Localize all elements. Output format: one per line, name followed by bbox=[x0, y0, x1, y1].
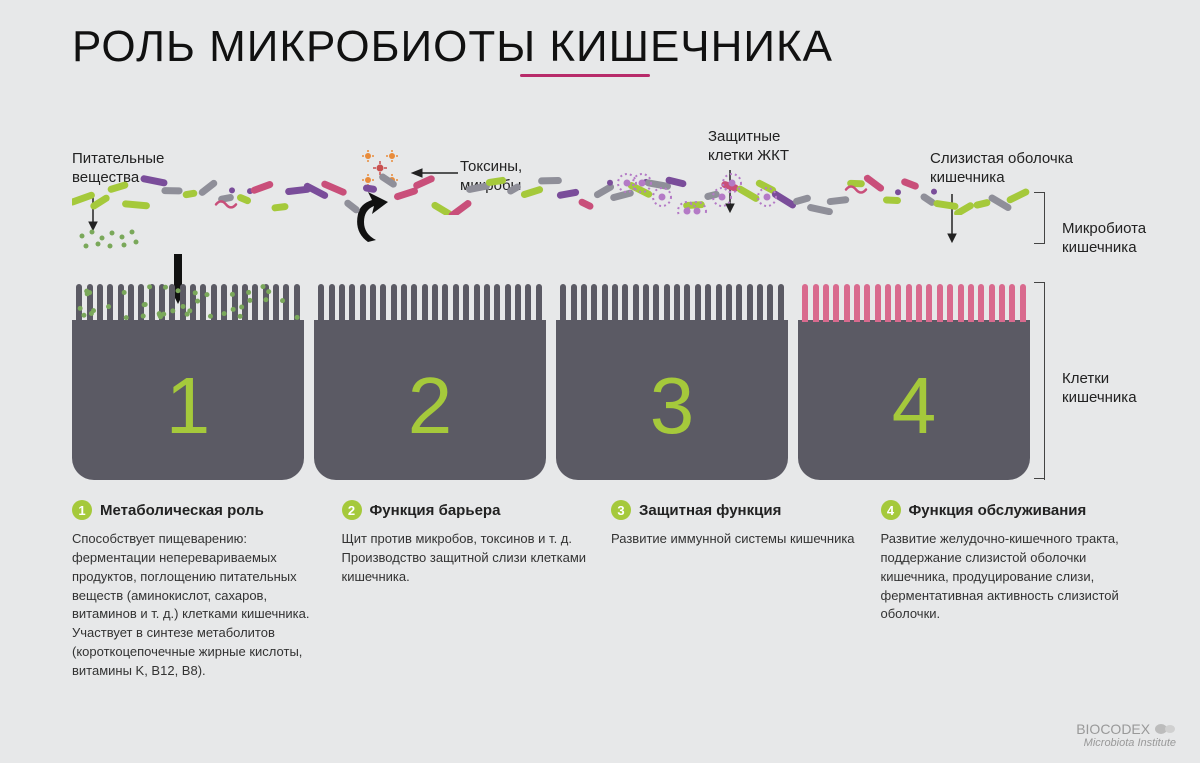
logo-sub: Microbiota Institute bbox=[1076, 737, 1176, 749]
cell-number: 4 bbox=[798, 360, 1030, 452]
villi-row bbox=[556, 280, 788, 322]
logo-mark-icon bbox=[1154, 723, 1176, 735]
description-heading: 1 Метаболическая роль bbox=[72, 500, 324, 520]
description-heading: 2 Функция барьера bbox=[342, 500, 594, 520]
description-column: 2 Функция барьера Щит против микробов, т… bbox=[342, 500, 594, 681]
side-label-cells: Клетки кишечника bbox=[1062, 370, 1137, 408]
diagram-area: 1234 bbox=[72, 250, 1032, 480]
bracket-cells bbox=[1044, 282, 1045, 480]
cell-block: 1 bbox=[72, 320, 304, 480]
cell-block: 2 bbox=[314, 320, 546, 480]
description-title: Метаболическая роль bbox=[100, 502, 264, 519]
title-underline bbox=[520, 74, 650, 77]
description-body: Развитие желудочно-кишечного тракта, под… bbox=[881, 530, 1133, 624]
description-heading: 3 Защитная функция bbox=[611, 500, 863, 520]
brand-logo: BIOCODEX Microbiota Institute bbox=[1076, 722, 1176, 749]
description-title: Функция барьера bbox=[370, 502, 501, 519]
villi-row bbox=[314, 280, 546, 322]
description-body: Щит против микробов, токсинов и т. д. Пр… bbox=[342, 530, 594, 587]
description-title: Защитная функция bbox=[639, 502, 781, 519]
absorbed-dots-icon bbox=[72, 282, 304, 322]
label-immune-cells: Защитные клетки ЖКТ bbox=[708, 128, 789, 166]
logo-main: BIOCODEX bbox=[1076, 721, 1150, 737]
description-column: 3 Защитная функция Развитие иммунной сис… bbox=[611, 500, 863, 681]
number-badge: 2 bbox=[342, 500, 362, 520]
cell-number: 1 bbox=[72, 360, 304, 452]
description-title: Функция обслуживания bbox=[909, 502, 1087, 519]
number-badge: 4 bbox=[881, 500, 901, 520]
main-title: РОЛЬ МИКРОБИОТЫ КИШЕЧНИКА bbox=[0, 0, 1200, 76]
description-column: 4 Функция обслуживания Развитие желудочн… bbox=[881, 500, 1133, 681]
number-badge: 3 bbox=[611, 500, 631, 520]
cell-number: 3 bbox=[556, 360, 788, 452]
villi-row bbox=[798, 280, 1030, 322]
description-heading: 4 Функция обслуживания bbox=[881, 500, 1133, 520]
description-body: Способствует пищеварению: ферментации не… bbox=[72, 530, 324, 681]
cell-block: 3 bbox=[556, 320, 788, 480]
microbiota-strip bbox=[72, 165, 1032, 215]
number-badge: 1 bbox=[72, 500, 92, 520]
descriptions-row: 1 Метаболическая роль Способствует пищев… bbox=[72, 500, 1132, 681]
cell-number: 2 bbox=[314, 360, 546, 452]
side-label-microbiota: Микробиота кишечника bbox=[1062, 220, 1146, 258]
bracket-microbiota bbox=[1044, 192, 1045, 244]
description-column: 1 Метаболическая роль Способствует пищев… bbox=[72, 500, 324, 681]
description-body: Развитие иммунной системы кишечника bbox=[611, 530, 863, 549]
cell-block: 4 bbox=[798, 320, 1030, 480]
